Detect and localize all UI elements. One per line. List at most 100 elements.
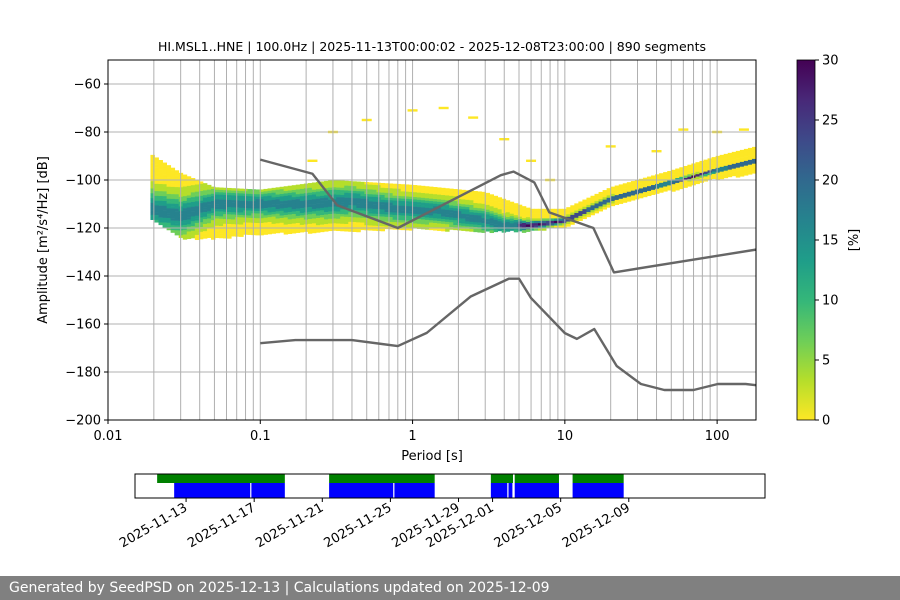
psd-density-cell	[465, 202, 470, 205]
psd-density-cell	[517, 216, 523, 220]
psd-density-cell	[412, 206, 418, 210]
psd-density-cell	[150, 198, 155, 201]
psd-density-cell	[743, 170, 749, 174]
psd-density-cell	[437, 201, 442, 205]
psd-density-cell	[324, 197, 329, 201]
psd-density-cell	[255, 203, 260, 207]
psd-density-cell	[622, 190, 628, 194]
psd-density-cell	[687, 164, 692, 168]
psd-density-cell	[570, 214, 575, 218]
psd-density-cell	[517, 209, 523, 213]
psd-density-cell	[473, 207, 478, 211]
psd-density-cell	[194, 206, 200, 209]
psd-density-cell	[509, 228, 515, 231]
psd-density-cell	[174, 191, 180, 195]
psd-density-cell	[505, 217, 511, 220]
psd-density-cell	[219, 221, 224, 224]
psd-density-cell	[239, 188, 244, 192]
psd-density-cell	[150, 159, 155, 163]
psd-density-cell	[747, 162, 753, 165]
psd-density-cell	[344, 212, 349, 215]
psd-density-cell	[404, 215, 410, 219]
psd-density-cell	[211, 191, 216, 195]
psd-density-cell	[695, 176, 700, 180]
psd-density-cell	[267, 195, 272, 199]
psd-density-cell	[642, 187, 648, 190]
psd-density-cell	[287, 207, 293, 211]
psd-density-cell	[247, 213, 252, 216]
psd-density-cell	[198, 229, 204, 233]
psd-density-cell	[279, 196, 285, 200]
psd-density-cell	[255, 225, 260, 229]
psd-density-cell	[404, 184, 410, 188]
psd-density-cell	[231, 188, 236, 191]
psd-density-cell	[259, 227, 264, 231]
psd-density-cell	[299, 222, 305, 226]
psd-density-cell	[311, 204, 317, 207]
psd-density-cell	[509, 220, 515, 224]
psd-density-cell	[477, 220, 482, 223]
psd-density-cell	[441, 216, 446, 220]
psd-density-cell	[158, 172, 163, 175]
psd-density-cell	[392, 207, 398, 211]
psd-density-cell	[194, 189, 200, 193]
psd-density-cell	[223, 194, 228, 198]
psd-density-cell	[570, 205, 575, 208]
psd-density-cell	[416, 223, 422, 227]
psd-density-cell	[275, 194, 281, 198]
psd-density-cell	[162, 181, 167, 185]
psd-density-cell	[493, 203, 499, 206]
psd-density-cell	[154, 162, 159, 165]
psd-density-cell	[263, 198, 268, 202]
psd-density-cell	[586, 212, 591, 215]
psd-density-cell	[150, 210, 155, 213]
psd-density-cell	[683, 185, 688, 188]
psd-density-cell	[614, 185, 620, 189]
psd-density-cell	[356, 217, 361, 221]
psd-density-cell	[235, 190, 240, 194]
psd-density-cell	[307, 214, 313, 217]
psd-density-cell	[578, 208, 583, 212]
psd-density-cell	[465, 221, 470, 225]
psd-density-cell	[315, 213, 321, 216]
psd-density-cell	[586, 209, 591, 213]
psd-density-cell	[344, 195, 349, 198]
psd-density-cell	[610, 193, 616, 197]
psd-density-cell	[429, 203, 434, 207]
psd-density-cell	[287, 219, 293, 223]
psd-density-cell	[182, 210, 188, 214]
psd-density-cell	[340, 194, 345, 198]
psd-density-cell	[194, 184, 200, 188]
psd-density-cell	[158, 198, 163, 202]
psd-density-cell	[211, 186, 216, 190]
psd-density-cell	[259, 218, 264, 221]
psd-density-cell	[219, 218, 224, 222]
psd-density-cell	[150, 169, 155, 172]
psd-density-cell	[211, 237, 216, 240]
psd-density-cell	[638, 183, 644, 187]
psd-density-cell	[340, 218, 345, 222]
psd-density-cell	[182, 205, 188, 209]
psd-density-cell	[384, 209, 390, 213]
psd-density-cell	[320, 219, 325, 223]
psd-density-cell	[380, 223, 385, 227]
psd-density-cell	[235, 221, 240, 225]
psd-density-cell	[283, 195, 289, 199]
psd-density-cell	[699, 175, 704, 179]
psd-density-cell	[594, 208, 599, 211]
psd-density-cell	[598, 191, 603, 195]
psd-density-cell	[384, 204, 390, 208]
psd-density-cell	[150, 181, 155, 184]
psd-density-cell	[372, 223, 377, 227]
psd-density-cell	[618, 186, 624, 190]
psd-density-cell	[336, 225, 341, 229]
psd-density-cell	[223, 197, 228, 201]
psd-density-cell	[186, 202, 192, 206]
psd-density-cell	[328, 189, 333, 193]
psd-density-cell	[170, 218, 176, 221]
psd-density-cell	[166, 189, 172, 192]
psd-density-cell	[626, 186, 632, 190]
psd-density-cell	[651, 189, 656, 193]
psd-density-cell	[388, 197, 394, 201]
psd-density-cell	[311, 182, 317, 186]
